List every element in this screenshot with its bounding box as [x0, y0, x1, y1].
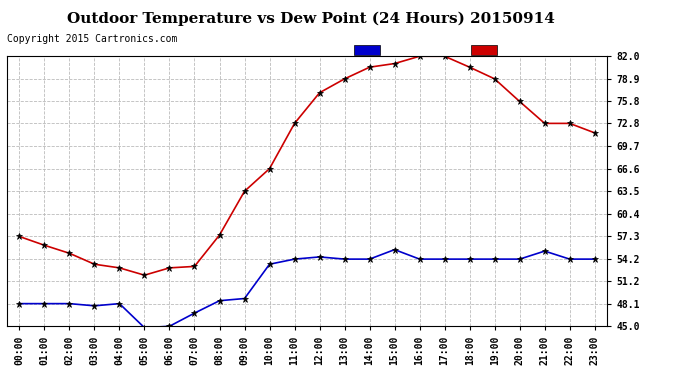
Text: Copyright 2015 Cartronics.com: Copyright 2015 Cartronics.com	[7, 34, 177, 44]
Legend: Dew Point (°F), Temperature (°F): Dew Point (°F), Temperature (°F)	[352, 42, 602, 58]
Text: Outdoor Temperature vs Dew Point (24 Hours) 20150914: Outdoor Temperature vs Dew Point (24 Hou…	[66, 11, 555, 26]
